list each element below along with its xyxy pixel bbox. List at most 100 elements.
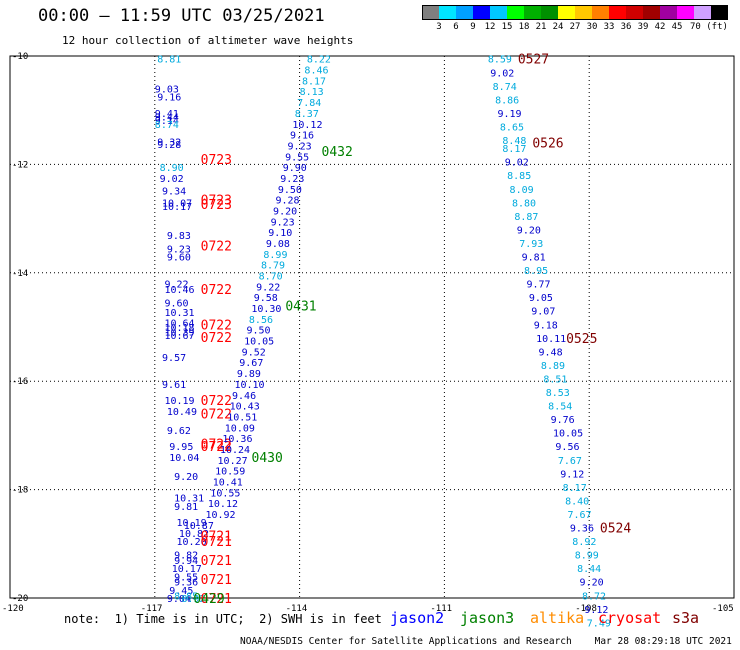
- colorbar-label: 42: [654, 22, 666, 32]
- wave-height-value: 9.23: [280, 174, 304, 185]
- wave-height-value: 9.94: [174, 556, 198, 567]
- wave-height-value: 9.16: [157, 93, 181, 104]
- wave-height-value: 10.31: [164, 308, 194, 319]
- wave-height-value: 8.95: [524, 266, 548, 277]
- wave-height-value: 10.30: [251, 304, 281, 315]
- wave-height-value: 8.89: [541, 361, 565, 372]
- wave-height-value: 10.64: [164, 319, 194, 330]
- lon-tick-label: -108: [575, 604, 597, 614]
- wave-height-value: 9.81: [174, 502, 198, 513]
- pass-time-label: 0524: [600, 522, 631, 537]
- colorbar-label: 18: [518, 22, 530, 32]
- wave-height-value: 9.22: [164, 280, 188, 291]
- pass-time-label: 0722: [201, 283, 232, 298]
- wave-height-value: 9.05: [529, 293, 553, 304]
- wave-height-value: 9.20: [580, 578, 604, 589]
- wave-height-value: 9.50: [278, 185, 302, 196]
- colorbar-swatch: [558, 5, 575, 20]
- footer-note: note: 1) Time is in UTC; 2) SWH is in fe…: [64, 612, 382, 626]
- wave-height-value: 10.49: [167, 407, 197, 418]
- colorbar-label: 3: [436, 22, 442, 32]
- colorbar-label: 45: [671, 22, 683, 32]
- wave-height-value: 9.34: [162, 186, 186, 197]
- wave-height-value: 9.19: [497, 109, 521, 120]
- pass-time-label: 0429: [193, 592, 224, 607]
- wave-height-value: 9.23: [167, 244, 191, 255]
- wave-height-value: 9.55: [174, 572, 198, 583]
- map-title: 00:00 – 11:59 UTC 03/25/2021: [38, 6, 325, 26]
- wave-height-value: 10.41: [213, 477, 243, 488]
- wave-height-value: 8.44: [577, 564, 601, 575]
- wave-height-value: 10.31: [174, 494, 204, 505]
- wave-height-value: 10.05: [553, 429, 583, 440]
- wave-height-value: 8.22: [307, 55, 331, 66]
- wave-height-value: 9.90: [283, 163, 307, 174]
- wave-height-value: 9.20: [517, 225, 541, 236]
- wave-height-value: 9.55: [285, 152, 309, 163]
- satellite-legend-s3a: s3a: [672, 609, 700, 627]
- wave-height-value: 9.28: [275, 196, 299, 207]
- wave-height-value: 8.74: [155, 120, 179, 131]
- wave-height-value: 9.83: [167, 231, 191, 242]
- lat-tick-label: -12: [12, 160, 28, 170]
- wave-height-value: 9.12: [584, 605, 608, 616]
- colorbar-swatch: [541, 5, 558, 20]
- wave-height-value: 8.74: [493, 82, 517, 93]
- colorbar-labels: 3 6 9 12 15 18 21 24 27 30 33 36 39 42 45 70 (ft): [422, 22, 732, 34]
- wave-height-value: 9.08: [266, 239, 290, 250]
- wave-height-value: 9.52: [242, 347, 266, 358]
- wave-height-value: 9.60: [167, 253, 191, 264]
- pass-time-label: 0723: [201, 153, 232, 168]
- wave-height-value: 10.04: [169, 453, 199, 464]
- wave-height-value: 10.18: [164, 323, 194, 334]
- wave-height-value: 8.17: [502, 144, 526, 155]
- wave-height-value: 8.59: [488, 55, 512, 66]
- wave-height-value: 8.87: [514, 212, 538, 223]
- lat-tick-label: -20: [12, 594, 28, 604]
- colorbar-label: 9: [470, 22, 476, 32]
- wave-height-value: 10.05: [244, 337, 274, 348]
- pass-time-label: 0525: [566, 332, 597, 347]
- colorbar-label: 6: [453, 22, 459, 32]
- wave-height-value: 9.02: [160, 174, 184, 185]
- wave-height-value: 8.17: [302, 76, 326, 87]
- wave-height-value: 10.10: [234, 380, 264, 391]
- wave-height-value: 10.11: [536, 334, 566, 345]
- wave-height-value: 9.14: [155, 116, 179, 127]
- colorbar-swatch: [609, 5, 626, 20]
- wave-height-value: 9.16: [290, 131, 314, 142]
- wave-height-value: 9.36: [174, 578, 198, 589]
- colorbar-label: 33: [603, 22, 615, 32]
- wave-height-value: 9.48: [539, 347, 563, 358]
- wave-height-value: 9.95: [169, 442, 193, 453]
- wave-height-value: 8.70: [259, 272, 283, 283]
- wave-height-value: 10.36: [222, 434, 252, 445]
- wave-height-value: 10.55: [210, 488, 240, 499]
- wave-height-value: 9.20: [273, 206, 297, 217]
- wave-height-value: 9.81: [522, 253, 546, 264]
- colorbar-swatch: [439, 5, 456, 20]
- colorbar-label: 15: [501, 22, 513, 32]
- wave-height-value: 10.19: [177, 518, 207, 529]
- colorbar-swatch: [711, 5, 728, 20]
- colorbar-label: 24: [552, 22, 564, 32]
- colorbar-label: 39: [637, 22, 649, 32]
- wave-height-value: 8.99: [263, 250, 287, 261]
- wave-height-value: 9.20: [174, 472, 198, 483]
- wave-height-value: 7.84: [297, 98, 321, 109]
- wave-height-value: 10.46: [164, 285, 194, 296]
- wave-height-value: 9.23: [288, 141, 312, 152]
- wave-height-value: 9.77: [526, 280, 550, 291]
- wave-height-value: 9.03: [155, 85, 179, 96]
- wave-height-value: 10.87: [184, 521, 214, 532]
- wave-height-value: 8.92: [181, 594, 205, 605]
- pass-time-label: 0722: [201, 438, 232, 453]
- wave-height-value: 9.10: [268, 228, 292, 239]
- wave-height-value: 10.19: [164, 396, 194, 407]
- wave-height-value: 9.82: [174, 551, 198, 562]
- wave-height-value: 8.99: [575, 551, 599, 562]
- pass-time-label: 0526: [532, 137, 563, 152]
- wave-height-value: 9.22: [256, 282, 280, 293]
- wave-height-value: 9.56: [555, 442, 579, 453]
- wave-height-value: 8.56: [249, 315, 273, 326]
